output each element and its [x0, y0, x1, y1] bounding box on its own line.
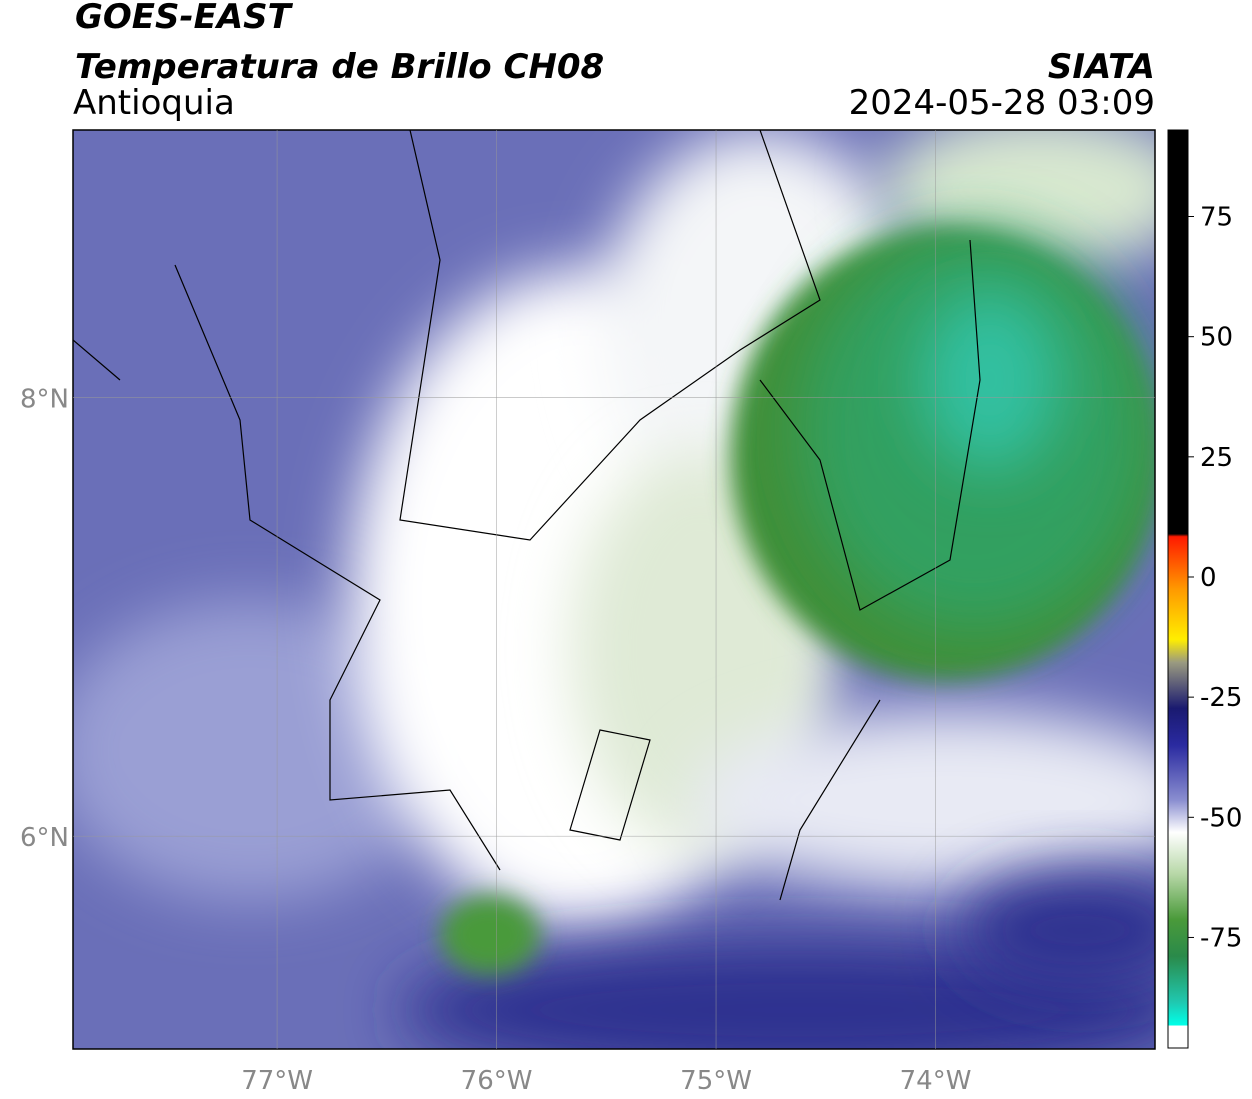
borders [73, 130, 981, 901]
lon-tick-label: 74°W [900, 1066, 972, 1096]
lat-tick-label: 6°N [20, 823, 69, 853]
title: GOES-EAST [75, 0, 294, 37]
source: SIATA [1048, 47, 1155, 87]
colorbar-tick-label: -50 [1200, 803, 1242, 833]
colorbar-tick-label: -25 [1200, 683, 1242, 713]
colorbar-tick-label: -75 [1200, 923, 1242, 953]
region: Antioquia [73, 83, 235, 123]
datetime: 2024-05-28 03:09 [849, 83, 1155, 123]
lon-tick-label: 77°W [241, 1066, 313, 1096]
colorbar-tick-label: 75 [1200, 203, 1233, 233]
satellite-image [73, 130, 1155, 1049]
lat-tick-label: 8°N [20, 385, 69, 415]
lon-tick-label: 76°W [461, 1066, 533, 1096]
lon-tick-label: 75°W [680, 1066, 752, 1096]
colorbar-tick-label: 25 [1200, 443, 1233, 473]
colorbar-tick-label: 50 [1200, 323, 1233, 353]
colorbar-tick-label: 0 [1200, 563, 1217, 593]
map-frame [72, 129, 1156, 1050]
colorbar [1167, 129, 1189, 1049]
subtitle: Temperatura de Brillo CH08 [75, 47, 604, 87]
